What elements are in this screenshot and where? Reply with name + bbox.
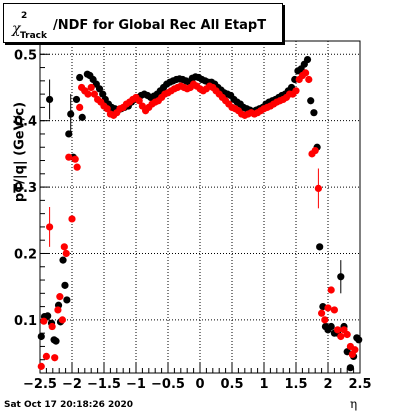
data-point [330,306,338,314]
x-tick-label: −1.5 [87,377,121,392]
x-tick-label: 1 [259,377,268,392]
title-superscript: 2 [21,11,28,21]
data-point [58,316,66,324]
title-symbol: χ [12,21,21,37]
data-point [316,243,324,251]
data-point [54,306,62,314]
data-point [337,332,345,341]
data-point [302,69,310,77]
y-axis-label: pT/|q| (GeV/c) [12,101,28,203]
series-red [37,69,359,370]
data-point [95,85,104,93]
data-point [337,273,345,281]
title-subscript: Track [20,31,47,41]
data-point [310,109,318,117]
data-point [135,97,143,105]
data-point [42,352,51,360]
chart-title: /NDF for Global Rec All EtapT [53,18,267,33]
y-tick-label: 0.4 [14,115,37,130]
data-point [324,304,332,312]
data-point [76,73,84,82]
data-point [321,316,329,324]
x-tick-label: −2 [62,377,82,392]
data-point [311,146,319,155]
y-tick-label: 0.1 [14,314,37,329]
data-point [44,312,52,320]
data-point [78,113,86,121]
data-point [63,296,71,304]
data-point [56,293,64,301]
data-point [355,336,363,344]
data-point [314,184,322,193]
data-point [307,97,315,105]
x-tick-label: −2.5 [23,377,57,392]
data-point [343,330,351,339]
data-point [334,326,342,334]
y-tick-label: 0.3 [14,181,37,196]
data-point [303,55,312,64]
x-tick-label: −1 [126,377,146,392]
data-point [46,95,54,104]
data-point [61,281,69,289]
x-tick-label: 0 [195,377,204,392]
timestamp: Sat Oct 17 20:18:26 2020 [4,400,134,410]
data-point [60,243,68,251]
x-tick-label: 1.5 [284,377,307,392]
data-point [68,215,76,223]
data-point [318,309,326,317]
data-point [71,155,79,163]
data-point [59,256,67,264]
x-tick-label: 0.5 [220,377,243,392]
x-axis-label: η [350,397,358,411]
data-point [346,364,354,372]
data-point [327,286,335,294]
data-point [62,249,70,258]
data-point [103,105,111,113]
data-point [37,362,45,370]
data-point [37,332,45,341]
data-point [292,87,300,95]
x-tick-label: 2 [323,377,332,392]
data-point [67,110,75,118]
x-tick-label: 2.5 [348,377,371,392]
series-layer [37,55,363,372]
data-point [46,223,54,231]
title-box: χ 2 Track /NDF for Global Rec All EtapT [3,3,283,43]
data-point [305,75,313,84]
data-point [327,322,335,331]
data-point [65,130,73,138]
data-point [76,103,84,111]
data-point [52,337,60,345]
data-point [51,354,59,362]
y-tick-label: 0.5 [14,48,37,63]
data-point [48,322,56,331]
tick-labels: −2.5 −2 −1.5 −1 −0.5 0 0.5 1 1.5 2 2.5 0.1 0.2 0.3 0.4… [14,48,372,392]
grid [40,41,360,373]
data-point [65,153,73,161]
data-point [73,163,81,171]
data-point [40,317,48,325]
data-point [84,90,92,98]
axis-ticks [39,40,361,374]
data-point [90,90,98,98]
x-tick-label: −0.5 [151,377,185,392]
y-tick-label: 0.2 [14,247,37,262]
data-point [72,95,81,104]
data-point [87,83,95,92]
data-point [351,346,359,354]
